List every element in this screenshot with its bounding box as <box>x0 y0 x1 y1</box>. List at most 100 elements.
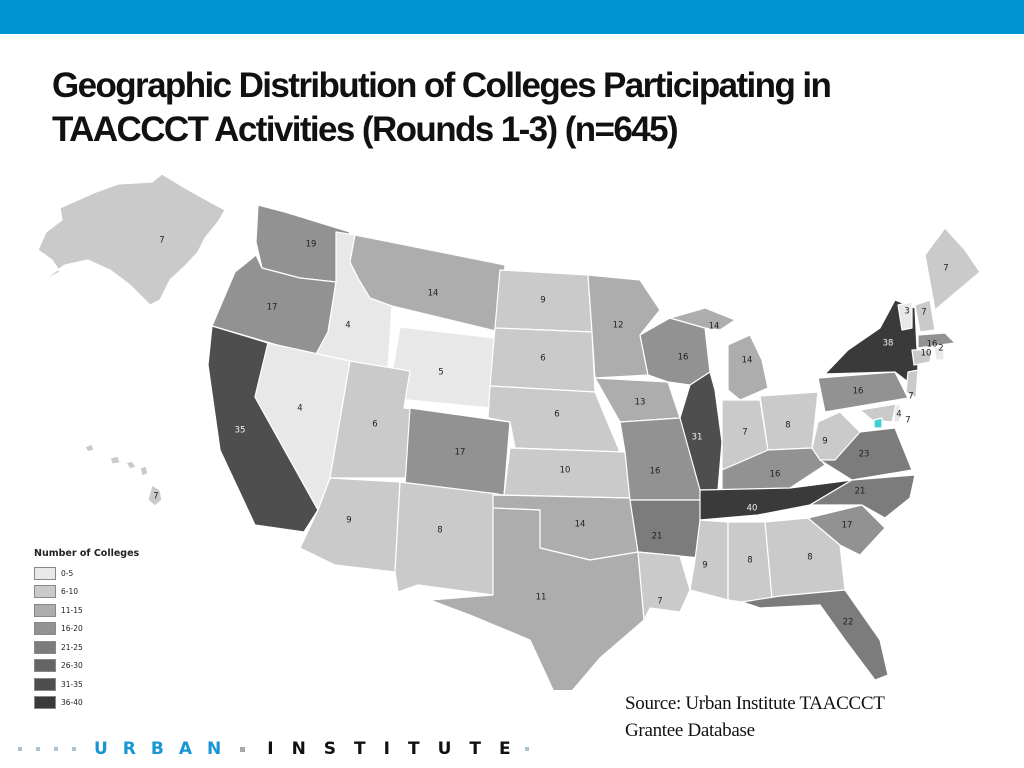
state-region-ct <box>911 349 933 366</box>
state-region-hi <box>84 443 95 453</box>
state-value-label-ga: 8 <box>807 553 812 563</box>
state-region-mi <box>727 334 769 401</box>
state-value-label-md: 7 <box>905 416 910 426</box>
legend-item: 21-25 <box>34 638 139 657</box>
source-line-2: Grantee Database <box>625 720 755 741</box>
logo-dot-end <box>524 747 529 751</box>
top-accent-bar <box>0 0 1024 34</box>
state-value-label-ut: 6 <box>372 420 377 430</box>
state-value-label-ri: 2 <box>938 344 943 354</box>
slide-title-line-2: TAACCCT Activities (Rounds 1-3) (n=645) <box>52 110 679 149</box>
logo-dot <box>18 747 22 751</box>
state-value-label-pa: 16 <box>853 387 864 397</box>
state-region-nj <box>905 369 919 399</box>
state-value-label-ma: 16 <box>927 340 938 350</box>
state-region-wv <box>811 411 861 461</box>
state-value-label-mn: 12 <box>613 321 624 331</box>
legend-item: 6-10 <box>34 583 139 602</box>
state-value-label-nc: 21 <box>855 487 866 497</box>
state-region-dc <box>873 417 883 429</box>
state-value-label-mo: 16 <box>650 467 661 477</box>
state-region-ms <box>689 519 729 601</box>
map-legend: Number of Colleges 0-5 6-10 11-15 16-20 21-2… <box>34 548 139 712</box>
slide-title-line-1: Geographic Distribution of Colleges Part… <box>52 66 832 105</box>
logo-dot <box>36 747 40 751</box>
legend-label: 11-15 <box>61 605 83 615</box>
legend-title: Number of Colleges <box>34 548 140 559</box>
state-value-label-va: 23 <box>859 450 870 460</box>
us-choropleth-map: 7719173544145691789661014111213162171631… <box>37 173 981 690</box>
state-value-label-wi: 16 <box>678 353 689 363</box>
legend-rows: 0-5 6-10 11-15 16-20 21-25 26-30 31-35 36-40 <box>34 564 139 712</box>
legend-swatch <box>34 696 56 710</box>
logo-dot <box>54 747 58 751</box>
state-region-hi <box>125 460 137 470</box>
legend-swatch <box>34 640 56 654</box>
legend-label: 36-40 <box>61 698 83 708</box>
state-value-label-tn: 40 <box>747 504 758 514</box>
state-region-fl <box>741 589 889 681</box>
state-value-label-nj: 7 <box>908 392 913 402</box>
state-value-label-mt: 14 <box>428 289 439 299</box>
state-region-hi <box>139 465 149 477</box>
state-region-hi <box>109 455 121 465</box>
state-region-nh <box>914 299 936 333</box>
legend-item: 26-30 <box>34 657 139 676</box>
state-value-label-ok: 14 <box>575 520 586 530</box>
legend-label: 26-30 <box>61 661 83 671</box>
legend-swatch <box>34 566 56 580</box>
state-value-label-ca: 35 <box>235 426 246 436</box>
legend-label: 0-5 <box>61 568 74 578</box>
state-value-label-vt: 3 <box>904 307 909 317</box>
state-value-label-nv: 4 <box>297 404 302 414</box>
state-region-hi <box>147 484 163 507</box>
state-region-me <box>924 227 981 311</box>
slide-title: Geographic Distribution of Colleges Part… <box>52 64 992 152</box>
state-region-la <box>637 551 691 621</box>
logo-separator <box>240 746 246 752</box>
state-value-label-al: 8 <box>747 556 752 566</box>
legend-item: 0-5 <box>34 564 139 583</box>
logo-urban-word: URBAN <box>94 739 237 759</box>
state-value-label-nh: 7 <box>921 308 926 318</box>
state-value-label-fl: 22 <box>843 618 854 628</box>
urban-institute-logo: URBAN INSTITUTE <box>18 738 529 760</box>
state-region-wi <box>639 317 711 386</box>
state-value-label-ak: 7 <box>159 236 164 246</box>
state-value-label-in: 7 <box>742 428 747 438</box>
logo-dots-left <box>18 747 76 751</box>
state-value-label-ar: 21 <box>652 532 663 542</box>
state-region-ak <box>37 173 226 306</box>
state-value-label-ks: 10 <box>560 466 571 476</box>
state-value-label-ia: 13 <box>635 398 646 408</box>
state-value-label-tx: 11 <box>536 593 547 603</box>
state-value-label-oh: 8 <box>785 421 790 431</box>
state-value-label-ct: 10 <box>921 349 932 359</box>
state-value-label-il: 31 <box>692 433 703 443</box>
state-region-ma <box>917 332 956 349</box>
legend-swatch <box>34 603 56 617</box>
state-region-up <box>669 307 736 331</box>
logo-dot <box>72 747 76 751</box>
state-value-label-hi: 7 <box>153 492 158 502</box>
state-value-label-mi: 14 <box>742 356 753 366</box>
legend-swatch <box>34 659 56 673</box>
state-region-pa <box>817 371 909 413</box>
state-value-label-wa: 19 <box>306 240 317 250</box>
legend-label: 6-10 <box>61 587 79 597</box>
logo-institute-word: INSTITUTE <box>267 739 529 759</box>
state-value-label-az: 9 <box>346 516 351 526</box>
source-line-1: Source: Urban Institute TAACCCT <box>625 693 885 714</box>
state-value-label-ms: 9 <box>702 561 707 571</box>
state-value-label-id: 4 <box>345 321 350 331</box>
state-region-tx <box>429 507 645 690</box>
state-value-label-de: 4 <box>896 410 901 420</box>
source-note: Source: Urban Institute TAACCCT Grantee … <box>625 690 885 744</box>
legend-swatch <box>34 622 56 636</box>
state-value-label-or: 17 <box>267 303 278 313</box>
state-value-label-me: 7 <box>943 264 948 274</box>
legend-item: 31-35 <box>34 675 139 694</box>
legend-label: 21-25 <box>61 642 83 652</box>
state-value-label-la: 7 <box>657 597 662 607</box>
state-value-label-wy: 5 <box>438 368 443 378</box>
